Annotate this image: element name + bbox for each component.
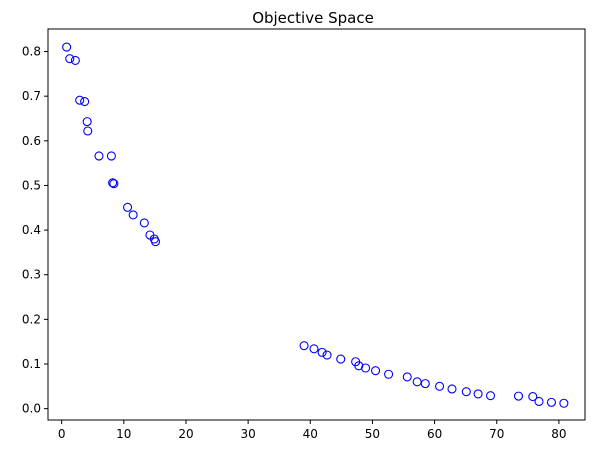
x-tick-label: 40 <box>303 427 318 441</box>
data-point <box>322 350 332 360</box>
data-point <box>83 126 93 136</box>
data-point <box>528 392 538 402</box>
data-point <box>150 237 161 247</box>
data-point <box>461 387 471 397</box>
y-tick-label: 0.8 <box>22 45 41 59</box>
y-axis: 0.0 0.1 0.2 0.3 0.4 0.5 0.6 0.7 0.8 <box>22 45 48 416</box>
x-tick-label: 20 <box>178 427 193 441</box>
data-point <box>361 363 371 373</box>
data-point <box>109 179 119 189</box>
data-point <box>309 344 319 354</box>
data-point <box>354 361 364 371</box>
plot-area-frame <box>47 28 586 421</box>
data-point <box>65 54 75 64</box>
data-point <box>559 398 569 408</box>
data-point <box>75 95 85 105</box>
y-tick-label: 0.3 <box>22 268 41 282</box>
data-point <box>420 379 430 389</box>
y-tick-label: 0.7 <box>22 89 41 103</box>
x-tick-label: 70 <box>489 427 504 441</box>
data-point <box>317 347 327 357</box>
y-tick-label: 0.2 <box>22 312 41 326</box>
x-tick-label: 0 <box>58 427 66 441</box>
data-point <box>473 389 483 399</box>
data-point <box>106 151 116 161</box>
data-point <box>62 42 72 52</box>
x-tick-label: 80 <box>551 427 566 441</box>
y-tick-label: 0.5 <box>22 178 41 192</box>
x-axis: 0 10 20 30 40 50 60 70 80 <box>58 420 567 441</box>
data-point <box>94 151 104 161</box>
x-tick-label: 30 <box>240 427 255 441</box>
data-point <box>299 341 309 351</box>
y-tick-label: 0.0 <box>22 402 41 416</box>
data-point <box>70 55 80 66</box>
y-tick-label: 0.1 <box>22 357 41 371</box>
y-tick-label: 0.6 <box>22 134 41 148</box>
data-point <box>123 202 133 212</box>
data-point <box>513 391 524 401</box>
chart-title: Objective Space <box>252 9 374 27</box>
data-point <box>128 210 138 220</box>
data-points <box>62 42 569 408</box>
data-point <box>447 384 457 394</box>
y-tick-label: 0.4 <box>22 223 41 237</box>
data-point <box>370 366 381 376</box>
data-point <box>435 381 445 391</box>
data-point <box>336 354 346 364</box>
data-point <box>82 117 92 127</box>
x-tick-label: 60 <box>427 427 442 441</box>
data-point <box>402 372 412 382</box>
data-point <box>546 397 556 407</box>
data-point <box>80 96 90 107</box>
data-point <box>485 391 496 401</box>
x-tick-label: 10 <box>116 427 131 441</box>
data-point <box>384 369 394 379</box>
data-point <box>139 218 149 228</box>
data-point <box>108 178 118 188</box>
x-tick-label: 50 <box>365 427 380 441</box>
data-point <box>534 396 544 407</box>
